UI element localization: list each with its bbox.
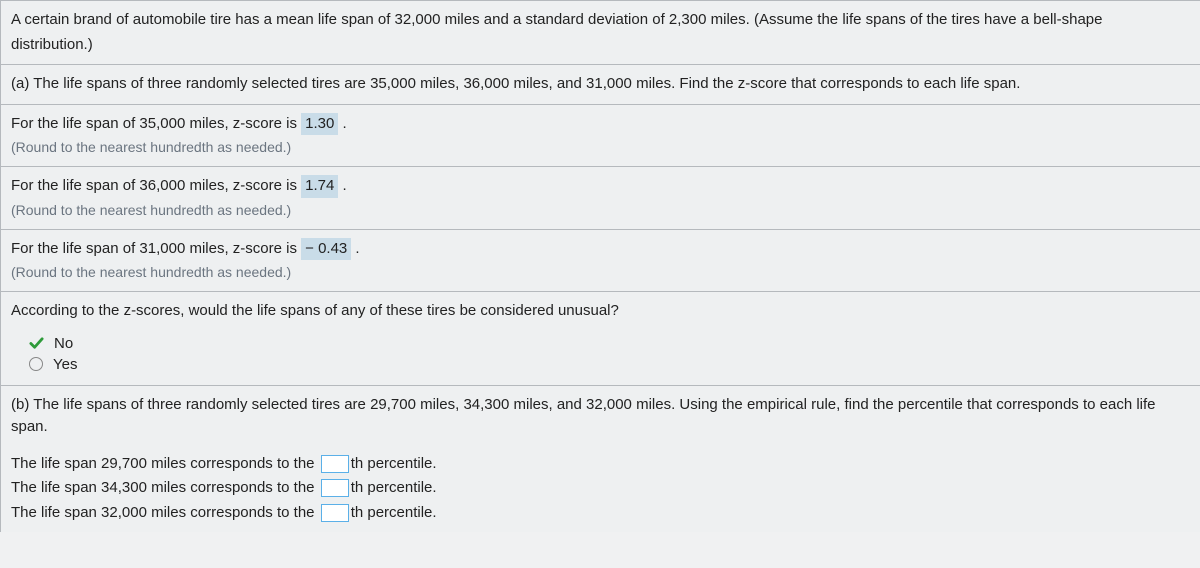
answer-2-period: .: [338, 177, 346, 194]
answer-3-value: − 0.43: [301, 238, 351, 261]
answer-line-1: For the life span of 35,000 miles, z-sco…: [11, 113, 1190, 136]
radio-group: No Yes: [11, 325, 1190, 379]
row1-suffix: th percentile.: [351, 455, 437, 472]
percentile-input-2[interactable]: [321, 479, 349, 497]
percentile-input-3[interactable]: [321, 504, 349, 522]
answer-1-period: .: [338, 115, 346, 132]
unusual-question: According to the z-scores, would the lif…: [11, 300, 1190, 323]
hint-1: (Round to the nearest hundredth as neede…: [11, 137, 1190, 158]
check-icon: [29, 336, 44, 351]
row3-suffix: th percentile.: [351, 504, 437, 521]
question-container: A certain brand of automobile tire has a…: [0, 0, 1200, 532]
row1-pre: The life span 29,700 miles corresponds t…: [11, 455, 319, 472]
hint-2: (Round to the nearest hundredth as neede…: [11, 200, 1190, 221]
percentile-row-2: The life span 34,300 miles corresponds t…: [11, 477, 1190, 500]
percentile-row-3: The life span 32,000 miles corresponds t…: [11, 502, 1190, 525]
answer-3-pre: For the life span of 31,000 miles, z-sco…: [11, 240, 301, 257]
intro-line-1: A certain brand of automobile tire has a…: [11, 9, 1190, 32]
intro-section: A certain brand of automobile tire has a…: [0, 0, 1200, 65]
answer-3-period: .: [351, 240, 359, 257]
answer-1-pre: For the life span of 35,000 miles, z-sco…: [11, 115, 301, 132]
hint-3: (Round to the nearest hundredth as neede…: [11, 262, 1190, 283]
row3-pre: The life span 32,000 miles corresponds t…: [11, 504, 319, 521]
row2-suffix: th percentile.: [351, 479, 437, 496]
percentile-input-1[interactable]: [321, 455, 349, 473]
row2-pre: The life span 34,300 miles corresponds t…: [11, 479, 319, 496]
radio-no-label: No: [54, 335, 73, 352]
radio-option-yes[interactable]: Yes: [29, 356, 1190, 373]
radio-empty-icon: [29, 357, 43, 371]
part-b-prompt: (b) The life spans of three randomly sel…: [11, 394, 1190, 439]
answer-2-pre: For the life span of 36,000 miles, z-sco…: [11, 177, 301, 194]
answer-section-2: For the life span of 36,000 miles, z-sco…: [0, 167, 1200, 230]
intro-line-2: distribution.): [11, 34, 1190, 57]
unusual-question-section: According to the z-scores, would the lif…: [0, 292, 1200, 386]
part-b-section: (b) The life spans of three randomly sel…: [0, 386, 1200, 533]
answer-2-value: 1.74: [301, 175, 338, 198]
percentile-row-1: The life span 29,700 miles corresponds t…: [11, 453, 1190, 476]
answer-1-value: 1.30: [301, 113, 338, 136]
part-a-prompt-section: (a) The life spans of three randomly sel…: [0, 65, 1200, 105]
answer-line-2: For the life span of 36,000 miles, z-sco…: [11, 175, 1190, 198]
part-a-prompt: (a) The life spans of three randomly sel…: [11, 73, 1190, 96]
answer-line-3: For the life span of 31,000 miles, z-sco…: [11, 238, 1190, 261]
radio-yes-label: Yes: [53, 356, 77, 373]
answer-section-1: For the life span of 35,000 miles, z-sco…: [0, 105, 1200, 168]
answer-section-3: For the life span of 31,000 miles, z-sco…: [0, 230, 1200, 293]
radio-option-no[interactable]: No: [29, 335, 1190, 352]
